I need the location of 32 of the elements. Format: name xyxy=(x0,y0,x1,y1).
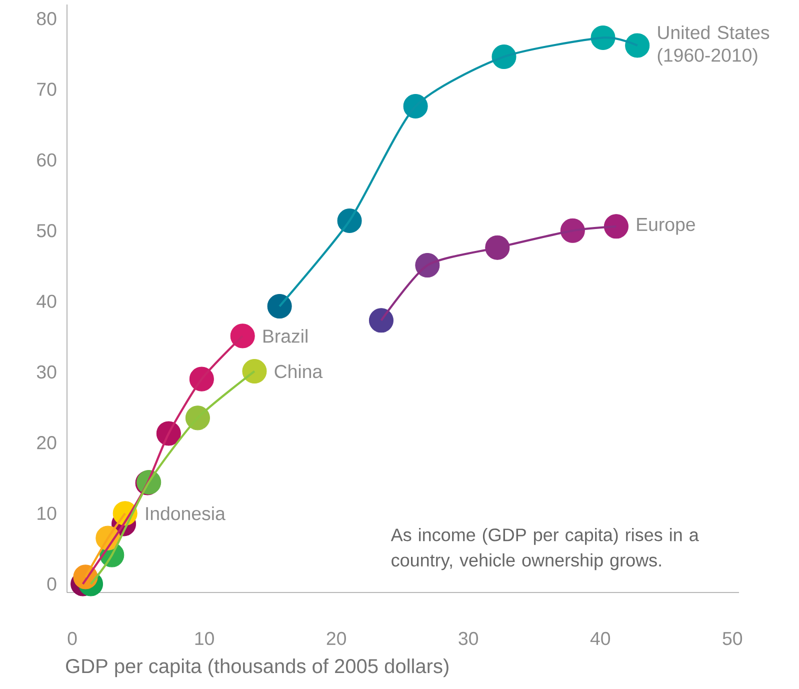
annotation: Europe xyxy=(637,218,695,235)
y-tick-label: 60 xyxy=(37,153,56,167)
point xyxy=(368,308,394,333)
x-tick-label: 50 xyxy=(722,632,742,646)
annotation: Indonesia xyxy=(146,506,226,520)
x-axis-title: GDP per capita (thousands of 2005 dollars) xyxy=(66,658,448,678)
point xyxy=(625,33,650,58)
y-tick-label: 20 xyxy=(37,436,56,450)
point xyxy=(267,294,292,319)
point xyxy=(604,214,628,239)
annotation: As income (GDP per capita) rises in a country, vehicle ownership grows. xyxy=(390,528,699,570)
annotation: China xyxy=(274,364,323,378)
x-tick-label: 0 xyxy=(68,632,77,646)
x-tick-label: 10 xyxy=(195,632,214,646)
y-tick-label: 0 xyxy=(47,577,56,591)
x-tick-label: 40 xyxy=(590,632,610,646)
x-tick-label: 20 xyxy=(326,632,346,646)
point xyxy=(185,406,210,430)
point xyxy=(189,366,214,392)
y-tick-label: 80 xyxy=(37,12,56,26)
annotation: United States (1960-2010) xyxy=(658,25,770,66)
point xyxy=(403,94,428,119)
x-tick-label: 30 xyxy=(458,632,478,646)
y-tick-label: 10 xyxy=(38,506,56,520)
annotation: Brazil xyxy=(264,329,308,343)
y-tick-label: 50 xyxy=(36,224,56,238)
y-tick-label: 30 xyxy=(36,365,56,379)
point xyxy=(230,324,255,348)
y-tick-label: 70 xyxy=(37,82,56,96)
point xyxy=(242,359,267,384)
y-tick-label: 40 xyxy=(36,294,56,308)
point xyxy=(485,235,510,260)
